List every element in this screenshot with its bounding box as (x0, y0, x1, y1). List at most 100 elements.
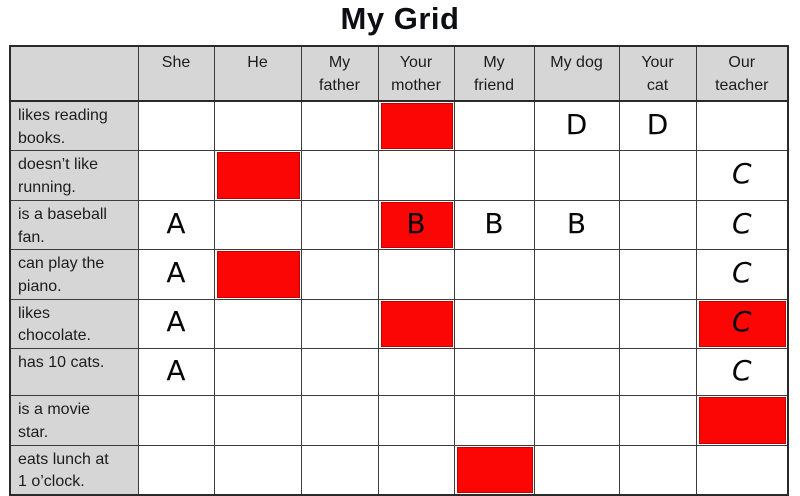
red-highlight (698, 300, 786, 348)
column-header-my-dog: My dog (533, 45, 620, 102)
row-label: is a movie star. (9, 395, 139, 446)
grid-cell-our-teacher: C (695, 150, 789, 201)
answer-letter: C (731, 305, 752, 339)
grid-cell-he (213, 100, 302, 152)
row-label: has 10 cats. (9, 348, 139, 397)
red-highlight (216, 251, 300, 298)
column-header-my-father: My father (300, 45, 379, 102)
grid-cell-your-cat (618, 298, 697, 350)
grid-cell-my-dog (533, 348, 620, 397)
column-header-your-mother: Your mother (377, 45, 455, 102)
column-header-our-teacher: Our teacher (695, 45, 789, 102)
grid-cell-our-teacher (695, 100, 789, 152)
grid-cell-she: A (137, 298, 215, 350)
grid-cell-your-mother (377, 395, 455, 446)
answer-letter: C (731, 353, 752, 387)
grid-cell-my-dog (533, 298, 620, 350)
grid-cell-my-dog (533, 150, 620, 201)
grid-cell-your-mother (377, 249, 455, 300)
answer-letter: A (166, 305, 186, 339)
grid-cell-my-friend (453, 100, 535, 152)
grid-cell-our-teacher: C (695, 298, 789, 350)
red-highlight (380, 300, 453, 348)
grid-cell-our-teacher: C (695, 199, 789, 251)
row-label: doesn’t like running. (9, 150, 139, 201)
answer-letter: C (731, 206, 752, 240)
grid-cell-your-cat (618, 444, 697, 496)
grid-cell-my-father (300, 444, 379, 496)
grid-cell-my-father (300, 150, 379, 201)
row-label: can play the piano. (9, 249, 139, 300)
grid-cell-my-father (300, 298, 379, 350)
grid-cell-your-cat (618, 249, 697, 300)
grid-cell-our-teacher: C (695, 249, 789, 300)
grid-cell-our-teacher: C (695, 348, 789, 397)
grid-row: has 10 cats. A C (9, 348, 789, 397)
grid-cell-your-cat (618, 199, 697, 251)
grid-cell-our-teacher (695, 395, 789, 446)
grid-header-row: She He My father Your mother My friend My dog… (9, 45, 789, 102)
answer-letter: A (166, 353, 186, 387)
corner-cell (9, 45, 139, 102)
grid-cell-your-cat (618, 150, 697, 201)
grid-cell-she: A (137, 199, 215, 251)
grid-cell-my-friend: B (453, 199, 535, 251)
answer-letter: D (565, 107, 588, 141)
answer-letter: C (731, 157, 752, 191)
grid-cell-my-father (300, 199, 379, 251)
grid-cell-your-cat (618, 395, 697, 446)
grid-cell-our-teacher (695, 444, 789, 496)
answer-letter: A (166, 256, 186, 290)
answer-letter: B (484, 206, 504, 240)
grid-cell-she (137, 100, 215, 152)
grid-cell-she: A (137, 249, 215, 300)
grid-cell-she: A (137, 348, 215, 397)
grid-cell-my-dog (533, 395, 620, 446)
grid-row: likes chocolate. A C (9, 298, 789, 350)
row-label: eats lunch at 1 o’clock. (9, 444, 139, 496)
grid-cell-he (213, 199, 302, 251)
grid-cell-she (137, 150, 215, 201)
grid-cell-my-friend (453, 150, 535, 201)
grid-cell-your-mother (377, 100, 455, 152)
grid-row: is a baseball fan. A B B B C (9, 199, 789, 251)
grid-cell-my-dog: D (533, 100, 620, 152)
red-highlight (456, 446, 533, 494)
grid-cell-my-dog (533, 444, 620, 496)
grid-cell-he (213, 298, 302, 350)
grid-row: is a movie star. (9, 395, 789, 446)
grid-cell-your-mother (377, 150, 455, 201)
grid-cell-my-dog (533, 249, 620, 300)
red-highlight (216, 152, 300, 199)
red-highlight (698, 397, 786, 444)
grid-cell-your-cat: D (618, 100, 697, 152)
grid-row: can play the piano. A C (9, 249, 789, 300)
answer-letter: B (406, 206, 426, 240)
grid-cell-your-mother (377, 348, 455, 397)
grid-cell-your-mother (377, 298, 455, 350)
column-header-your-cat: Your cat (618, 45, 697, 102)
grid-cell-she (137, 444, 215, 496)
grid-row: eats lunch at 1 o’clock. (9, 444, 789, 496)
grid-cell-my-friend (453, 395, 535, 446)
grid-cell-she (137, 395, 215, 446)
grid-cell-he (213, 395, 302, 446)
answer-letter: C (731, 256, 752, 290)
row-label: likes chocolate. (9, 298, 139, 350)
grid-cell-he (213, 348, 302, 397)
grid-cell-my-friend (453, 298, 535, 350)
grid-row: likes reading books. D D (9, 100, 789, 152)
grid-cell-my-father (300, 249, 379, 300)
page-title: My Grid (340, 1, 460, 36)
grid-cell-my-dog: B (533, 199, 620, 251)
grid-table: She He My father Your mother My friend My dog… (9, 45, 789, 496)
grid-cell-he (213, 150, 302, 201)
column-header-he: He (213, 45, 302, 102)
grid-cell-my-father (300, 100, 379, 152)
grid-cell-my-father (300, 395, 379, 446)
column-header-my-friend: My friend (453, 45, 535, 102)
grid-cell-my-friend (453, 348, 535, 397)
column-header-she: She (137, 45, 215, 102)
grid-cell-my-friend (453, 249, 535, 300)
